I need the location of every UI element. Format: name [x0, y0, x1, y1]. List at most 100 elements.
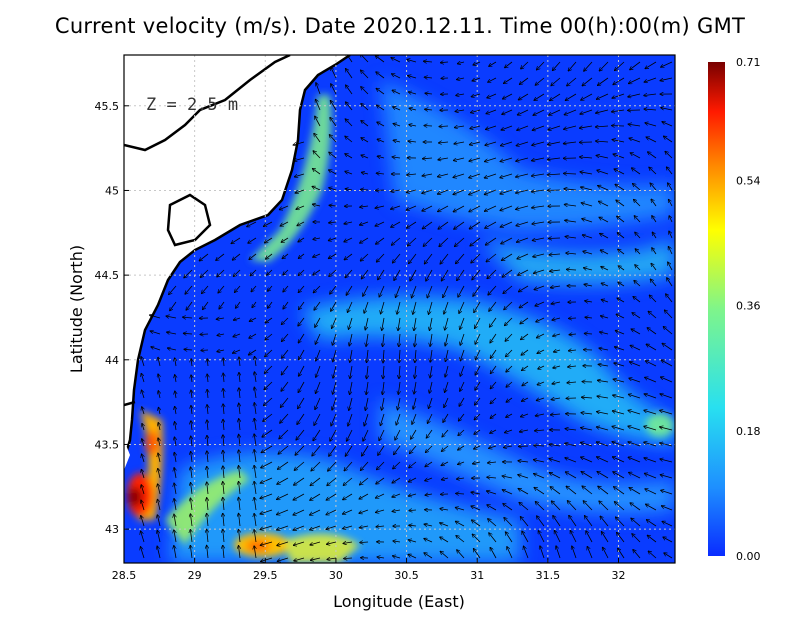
- velocity-arrow: [663, 136, 673, 143]
- velocity-arrow: [424, 538, 433, 543]
- velocity-arrow: [281, 365, 289, 375]
- velocity-arrow: [501, 237, 513, 244]
- velocity-arrow: [440, 509, 449, 510]
- velocity-arrow: [660, 394, 673, 399]
- velocity-arrow: [413, 397, 417, 409]
- velocity-arrow: [409, 445, 417, 454]
- velocity-arrow: [516, 205, 529, 209]
- velocity-arrow: [489, 533, 497, 543]
- velocity-arrow: [425, 445, 433, 453]
- velocity-arrow: [502, 269, 513, 277]
- velocity-arrow: [429, 317, 433, 331]
- velocity-arrow: [383, 333, 385, 347]
- velocity-arrow: [298, 301, 305, 310]
- velocity-arrow: [490, 381, 497, 389]
- velocity-arrow: [455, 253, 465, 264]
- velocity-arrow: [458, 429, 465, 436]
- velocity-arrow: [519, 502, 529, 511]
- velocity-arrow: [345, 55, 353, 63]
- velocity-arrow: [662, 343, 673, 351]
- velocity-arrow: [207, 529, 208, 543]
- velocity-arrow: [582, 219, 593, 223]
- velocity-arrow: [597, 170, 609, 175]
- velocity-arrow: [471, 506, 481, 511]
- velocity-arrow: [315, 381, 321, 394]
- velocity-arrow: [599, 61, 609, 71]
- velocity-arrow: [661, 61, 673, 67]
- velocity-arrow: [634, 280, 641, 287]
- velocity-arrow: [564, 189, 577, 190]
- velocity-arrow: [174, 498, 176, 511]
- velocity-arrow: [612, 93, 625, 98]
- velocity-arrow: [644, 458, 657, 463]
- velocity-arrow: [518, 93, 529, 100]
- velocity-arrow: [343, 525, 353, 529]
- velocity-arrow: [518, 475, 529, 479]
- velocity-arrow: [263, 413, 273, 422]
- velocity-arrow: [635, 249, 641, 255]
- velocity-arrow: [487, 462, 497, 463]
- velocity-arrow: [415, 333, 417, 347]
- velocity-arrow: [531, 174, 545, 176]
- velocity-arrow: [360, 542, 369, 543]
- velocity-arrow: [598, 186, 609, 191]
- velocity-arrow: [233, 334, 241, 337]
- velocity-arrow: [392, 157, 401, 158]
- velocity-arrow: [554, 530, 561, 543]
- velocity-arrow: [551, 398, 561, 400]
- velocity-arrow: [490, 349, 497, 359]
- velocity-arrow: [167, 332, 177, 334]
- velocity-arrow: [437, 173, 449, 177]
- velocity-arrow: [632, 183, 641, 191]
- velocity-arrow: [502, 93, 513, 99]
- velocity-arrow: [412, 413, 417, 425]
- velocity-arrow: [379, 285, 385, 297]
- velocity-arrow: [535, 414, 545, 416]
- velocity-arrow: [613, 379, 625, 383]
- velocity-arrow: [365, 397, 369, 411]
- velocity-arrow: [484, 189, 497, 195]
- velocity-arrow: [407, 237, 417, 246]
- velocity-arrow: [254, 387, 256, 399]
- x-tick-label: 29: [188, 569, 202, 582]
- velocity-arrow: [635, 265, 641, 271]
- velocity-arrow: [630, 503, 641, 511]
- band-southeast: [380, 400, 675, 514]
- velocity-arrow: [660, 410, 673, 415]
- velocity-arrow: [550, 487, 561, 495]
- velocity-arrow: [651, 263, 657, 271]
- velocity-arrow: [456, 535, 465, 543]
- velocity-arrow: [547, 174, 561, 175]
- south-hotspot-core: [246, 540, 270, 552]
- velocity-arrow: [568, 318, 577, 319]
- velocity-arrow: [453, 157, 465, 161]
- velocity-arrow: [361, 138, 369, 143]
- velocity-arrow: [553, 515, 561, 527]
- velocity-arrow: [310, 493, 321, 500]
- velocity-arrow: [533, 460, 545, 463]
- velocity-arrow: [664, 310, 673, 319]
- velocity-arrow: [646, 344, 657, 351]
- velocity-arrow: [216, 253, 225, 261]
- velocity-arrow: [469, 189, 481, 195]
- velocity-arrow: [391, 190, 401, 192]
- velocity-arrow: [254, 449, 256, 463]
- velocity-arrow: [378, 445, 385, 456]
- velocity-arrow: [360, 55, 369, 63]
- velocity-arrow: [141, 515, 145, 527]
- velocity-arrow: [487, 269, 497, 279]
- velocity-arrow: [283, 269, 289, 275]
- velocity-arrow: [316, 365, 321, 378]
- velocity-arrow: [150, 331, 161, 335]
- velocity-arrow: [472, 77, 481, 81]
- velocity-arrow: [600, 250, 609, 255]
- velocity-arrow: [360, 206, 369, 207]
- velocity-arrow: [443, 413, 449, 423]
- velocity-arrow: [375, 237, 385, 244]
- x-tick-label: 30: [329, 569, 343, 582]
- velocity-arrow: [428, 301, 433, 315]
- velocity-arrow: [596, 427, 609, 431]
- velocity-arrow: [141, 531, 145, 543]
- velocity-arrow: [394, 269, 401, 281]
- velocity-arrow: [460, 381, 465, 392]
